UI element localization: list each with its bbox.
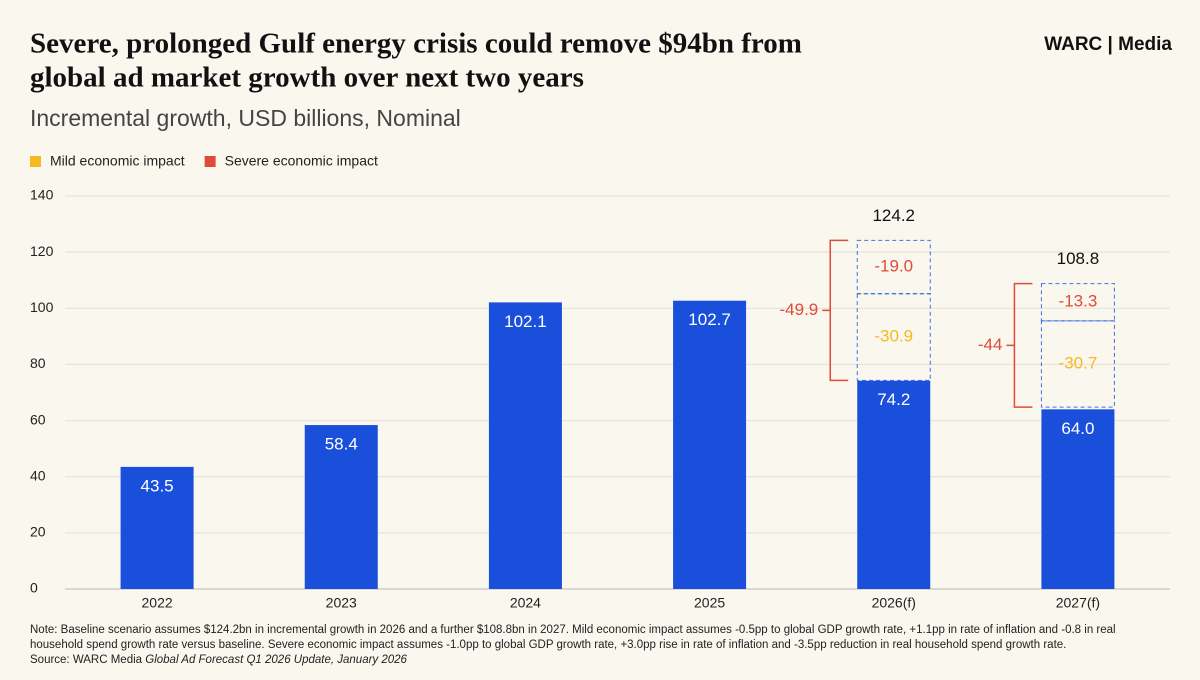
bar-label: 58.4 <box>325 435 358 454</box>
impact-bracket <box>1006 282 1033 408</box>
bar-label: 74.2 <box>877 390 910 409</box>
legend-label: Severe economic impact <box>225 153 378 169</box>
total-label: 108.8 <box>1057 249 1100 268</box>
source-title: Global Ad Forecast Q1 2026 Update, Janua… <box>145 654 407 666</box>
impact-label: -13.3 <box>1059 292 1098 311</box>
bar <box>304 425 378 589</box>
legend-swatch <box>204 156 216 167</box>
bar-label: 102.1 <box>504 312 547 331</box>
y-tick-label: 20 <box>30 524 46 540</box>
y-tick-label: 40 <box>30 467 46 483</box>
y-tick-label: 140 <box>30 187 54 203</box>
x-tick-label: 2025 <box>694 595 725 611</box>
x-tick-label: 2023 <box>326 595 357 611</box>
x-tick-label: 2024 <box>510 595 541 611</box>
note: Note: Baseline scenario assumes $124.2bn… <box>30 624 1116 636</box>
bar <box>1041 409 1115 589</box>
impact-label: -19.0 <box>874 257 913 276</box>
y-tick-label: 60 <box>30 411 46 427</box>
x-tick-label: 2027(f) <box>1056 595 1100 611</box>
chart-subtitle: Incremental growth, USD billions, Nomina… <box>30 105 461 131</box>
brand: WARC | Media <box>1044 34 1172 55</box>
y-tick-label: 0 <box>30 580 38 596</box>
legend-label: Mild economic impact <box>50 153 185 169</box>
total-label: 124.2 <box>872 206 915 225</box>
impact-box <box>856 293 931 381</box>
impact-box <box>1040 283 1115 322</box>
impact-bracket <box>822 239 849 382</box>
x-tick-label: 2022 <box>142 595 173 611</box>
bar-label: 102.7 <box>688 310 731 329</box>
bar <box>857 380 931 589</box>
source: Source: WARC Media <box>30 654 143 666</box>
bar <box>673 300 747 589</box>
legend-swatch <box>30 156 41 167</box>
impact-label: -30.7 <box>1059 353 1098 372</box>
y-tick-label: 100 <box>30 299 54 315</box>
impact-box <box>1040 320 1115 408</box>
bar-label: 64.0 <box>1061 419 1094 438</box>
bar <box>488 302 562 589</box>
chart-title: global ad market growth over next two ye… <box>30 62 584 94</box>
chart-title: Severe, prolonged Gulf energy crisis cou… <box>30 28 802 60</box>
impact-label: -30.9 <box>874 327 913 346</box>
bar <box>120 466 194 589</box>
y-tick-label: 120 <box>30 243 54 259</box>
y-tick-label: 80 <box>30 355 46 371</box>
note: household spend growth rate versus basel… <box>30 639 1066 651</box>
impact-total-label: -49.9 <box>780 300 819 319</box>
x-tick-label: 2026(f) <box>872 595 916 611</box>
impact-total-label: -44 <box>978 335 1003 354</box>
source: Source: WARC Media Global Ad Forecast Q1… <box>30 654 408 666</box>
bar-label: 43.5 <box>141 476 174 495</box>
